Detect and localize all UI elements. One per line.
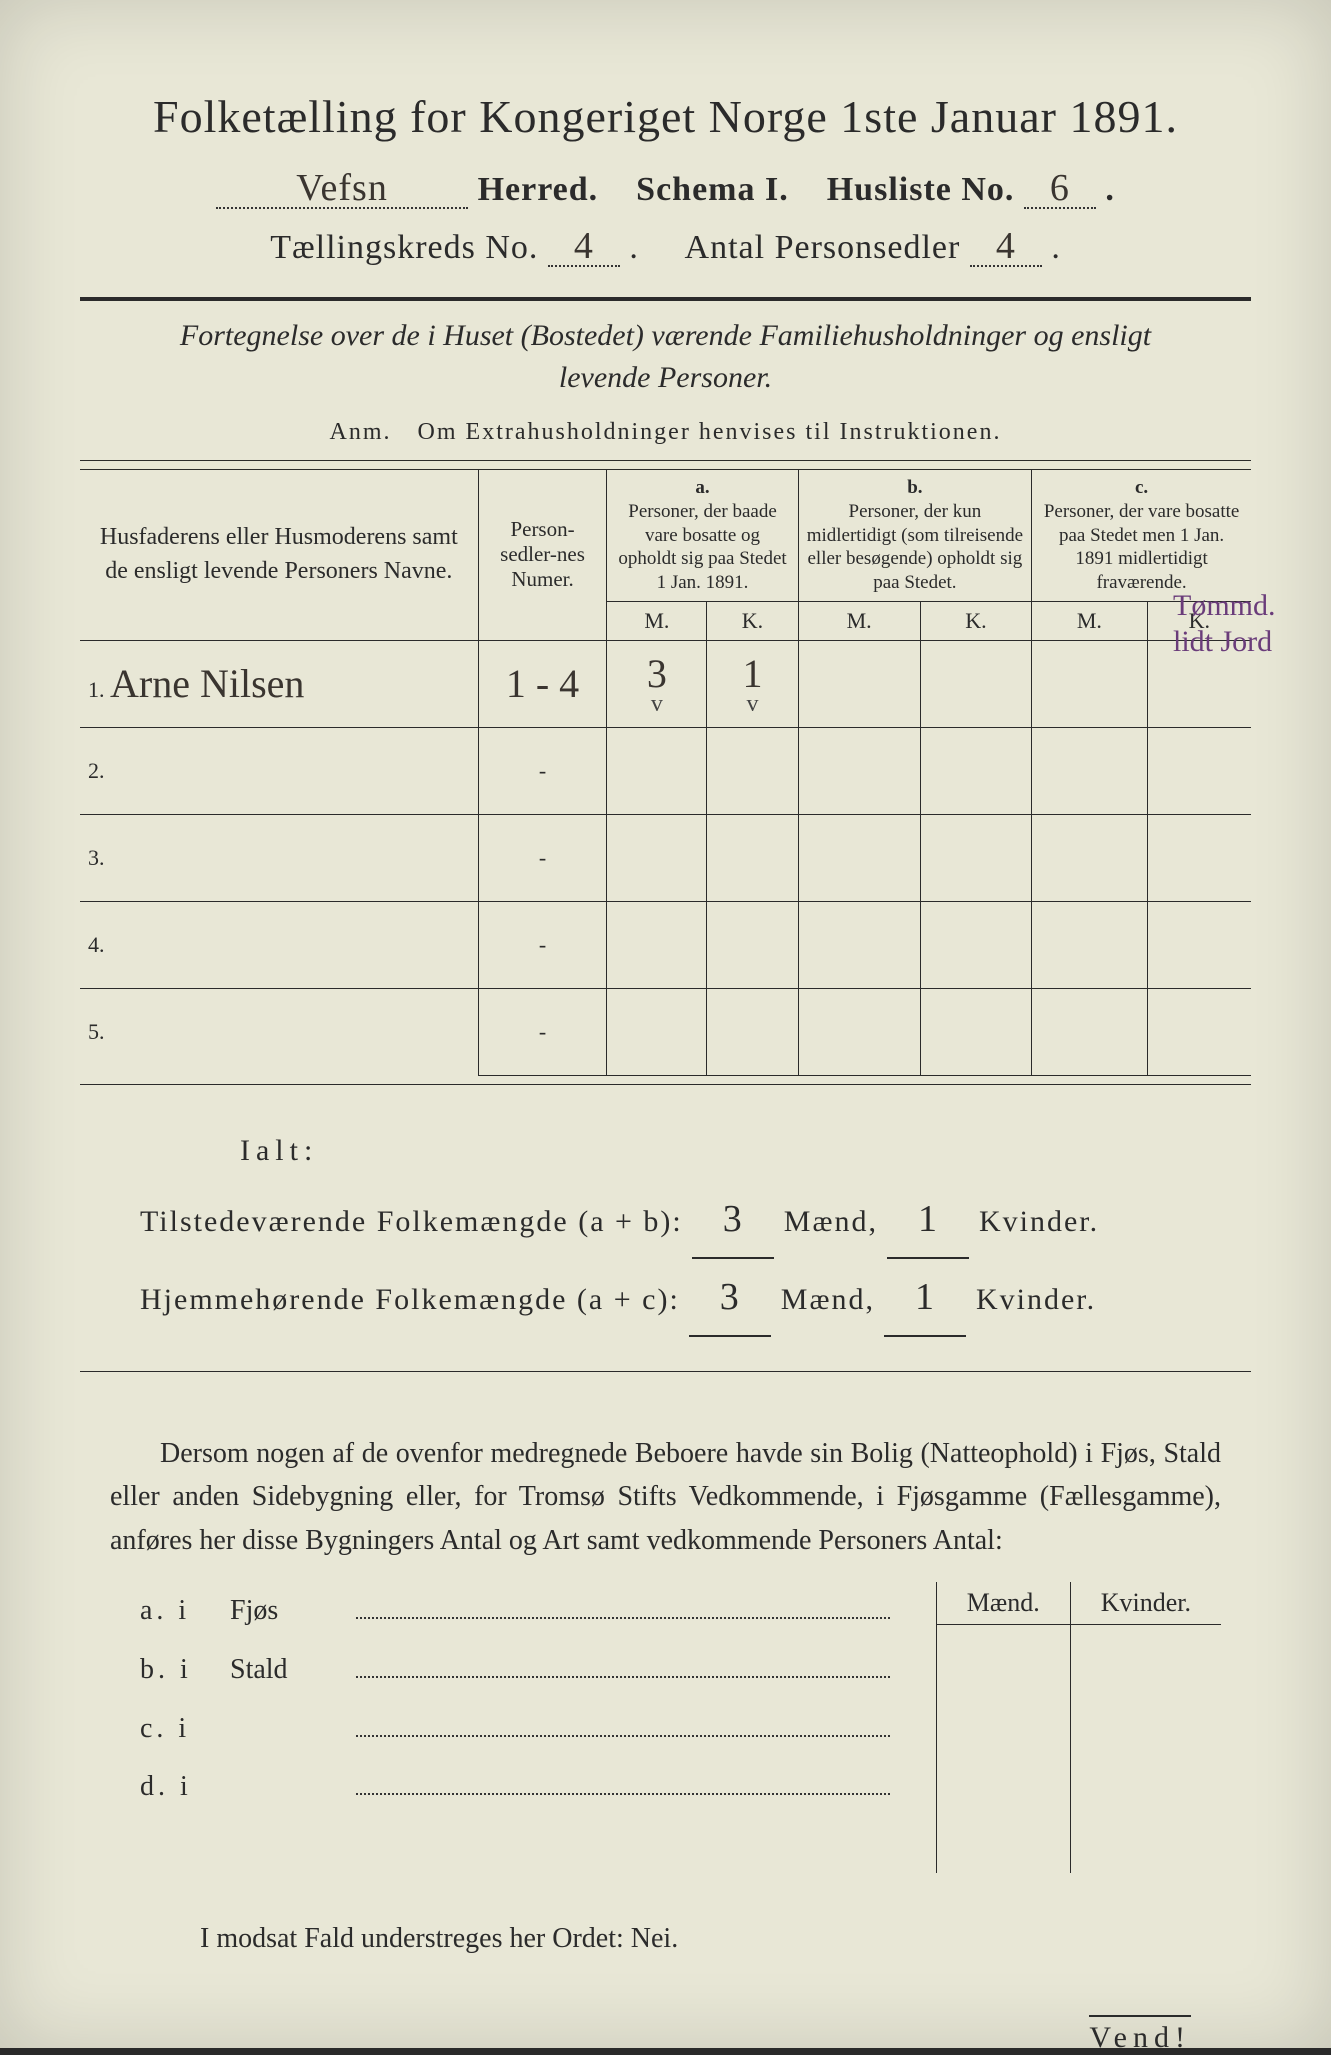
vend-label: Vend! xyxy=(1089,2015,1191,2055)
divider-thin-2 xyxy=(80,1084,1251,1085)
row-number: 1. xyxy=(88,677,105,702)
margin-annotation: Tømmd. lidt Jord xyxy=(1173,588,1313,660)
cell-a-m xyxy=(607,727,707,814)
cell-b-m xyxy=(798,727,920,814)
cell-numer: 1 - 4 xyxy=(478,640,607,727)
fjos-section: a. i Fjøs b. i Stald c. i d. i xyxy=(140,1582,1221,1873)
antal-label: Antal Personsedler xyxy=(685,229,961,266)
header-line-2: Vefsn Herred. Schema I. Husliste No. 6 . xyxy=(80,169,1251,209)
table-row: 4. - xyxy=(80,901,1251,988)
totals-line-2: Hjemmehørende Folkemængde (a + c): 3 Mæn… xyxy=(140,1259,1231,1337)
row-number: 3. xyxy=(88,845,105,870)
fjos-row: b. i Stald xyxy=(140,1641,896,1700)
cell-c-k xyxy=(1147,727,1251,814)
main-table: Husfaderens eller Husmoderens samt de en… xyxy=(80,469,1251,1076)
cell-a-m: 3 v xyxy=(607,640,707,727)
cell-b-k xyxy=(920,640,1031,727)
cell-numer: - xyxy=(478,901,607,988)
herred-label: Herred. xyxy=(478,171,599,208)
fjos-paragraph: Dersom nogen af de ovenfor medregnede Be… xyxy=(110,1432,1221,1562)
fjos-row: c. i xyxy=(140,1700,896,1759)
cell-b-k xyxy=(920,727,1031,814)
husliste-field: 6 xyxy=(1024,169,1096,209)
divider-thick xyxy=(80,297,1251,301)
divider-thin-3 xyxy=(80,1371,1251,1372)
fjos-m-header: Mænd. xyxy=(936,1582,1070,1625)
col-name-header: Husfaderens eller Husmoderens samt de en… xyxy=(80,470,478,641)
tick-mark: v xyxy=(715,691,789,718)
form-subtitle: Fortegnelse over de i Huset (Bostedet) v… xyxy=(160,315,1171,399)
col-a-m: M. xyxy=(607,601,707,640)
table-row: 2. - xyxy=(80,727,1251,814)
antal-field: 4 xyxy=(970,227,1042,267)
col-numer-header: Person-sedler-nes Numer. xyxy=(478,470,607,641)
herred-field: Vefsn xyxy=(216,169,468,209)
cell-b-m xyxy=(798,640,920,727)
table-row: 3. - xyxy=(80,814,1251,901)
total-ac-m: 3 xyxy=(689,1259,771,1337)
totals-block: Ialt: Tilstedeværende Folkemængde (a + b… xyxy=(140,1121,1231,1337)
col-c-header: c. Personer, der vare bosatte paa Stedet… xyxy=(1032,470,1251,602)
total-ac-k: 1 xyxy=(884,1259,966,1337)
kreds-field: 4 xyxy=(548,227,620,267)
row-number: 2. xyxy=(88,758,105,783)
table-row: 5. - xyxy=(80,988,1251,1075)
col-b-k: K. xyxy=(920,601,1031,640)
total-ab-m: 3 xyxy=(692,1181,774,1259)
nei-line: I modsat Fald understreges her Ordet: Ne… xyxy=(200,1923,1251,1955)
ialt-label: Ialt: xyxy=(240,1121,1231,1181)
anm-note: Anm. Om Extrahusholdninger henvises til … xyxy=(80,419,1251,446)
kreds-label: Tællingskreds No. xyxy=(270,229,538,266)
fjos-k-header: Kvinder. xyxy=(1070,1582,1221,1625)
divider-thin xyxy=(80,460,1251,461)
husliste-label: Husliste No. xyxy=(827,171,1015,208)
cell-a-k: 1 v xyxy=(707,640,798,727)
row-number: 5. xyxy=(88,1019,105,1044)
cell-c-m xyxy=(1032,640,1147,727)
fjos-row: d. i xyxy=(140,1758,896,1817)
fjos-row: a. i Fjøs xyxy=(140,1582,896,1641)
fjos-mk-table: Mænd. Kvinder. xyxy=(936,1582,1221,1873)
page-title: Folketælling for Kongeriget Norge 1ste J… xyxy=(80,90,1251,143)
col-a-k: K. xyxy=(707,601,798,640)
table-body: 1. Arne Nilsen 1 - 4 3 v 1 v 2. xyxy=(80,640,1251,1075)
col-b-m: M. xyxy=(798,601,920,640)
census-form-page: Folketælling for Kongeriget Norge 1ste J… xyxy=(0,0,1331,2048)
tick-mark: v xyxy=(615,691,698,718)
row-number: 4. xyxy=(88,932,105,957)
person-name: Arne Nilsen xyxy=(110,661,304,706)
cell-numer: - xyxy=(478,814,607,901)
cell-numer: - xyxy=(478,727,607,814)
totals-line-1: Tilstedeværende Folkemængde (a + b): 3 M… xyxy=(140,1181,1231,1259)
cell-numer: - xyxy=(478,988,607,1075)
col-a-header: a. Personer, der baade vare bosatte og o… xyxy=(607,470,798,602)
cell-a-k xyxy=(707,727,798,814)
cell-c-m xyxy=(1032,727,1147,814)
header-line-3: Tællingskreds No. 4 . Antal Personsedler… xyxy=(80,227,1251,267)
fjos-list: a. i Fjøs b. i Stald c. i d. i xyxy=(140,1582,896,1873)
col-c-m: M. xyxy=(1032,601,1147,640)
col-b-header: b. Personer, der kun midlertidigt (som t… xyxy=(798,470,1032,602)
table-row: 1. Arne Nilsen 1 - 4 3 v 1 v xyxy=(80,640,1251,727)
total-ab-k: 1 xyxy=(887,1181,969,1259)
schema-label: Schema I. xyxy=(636,171,789,208)
